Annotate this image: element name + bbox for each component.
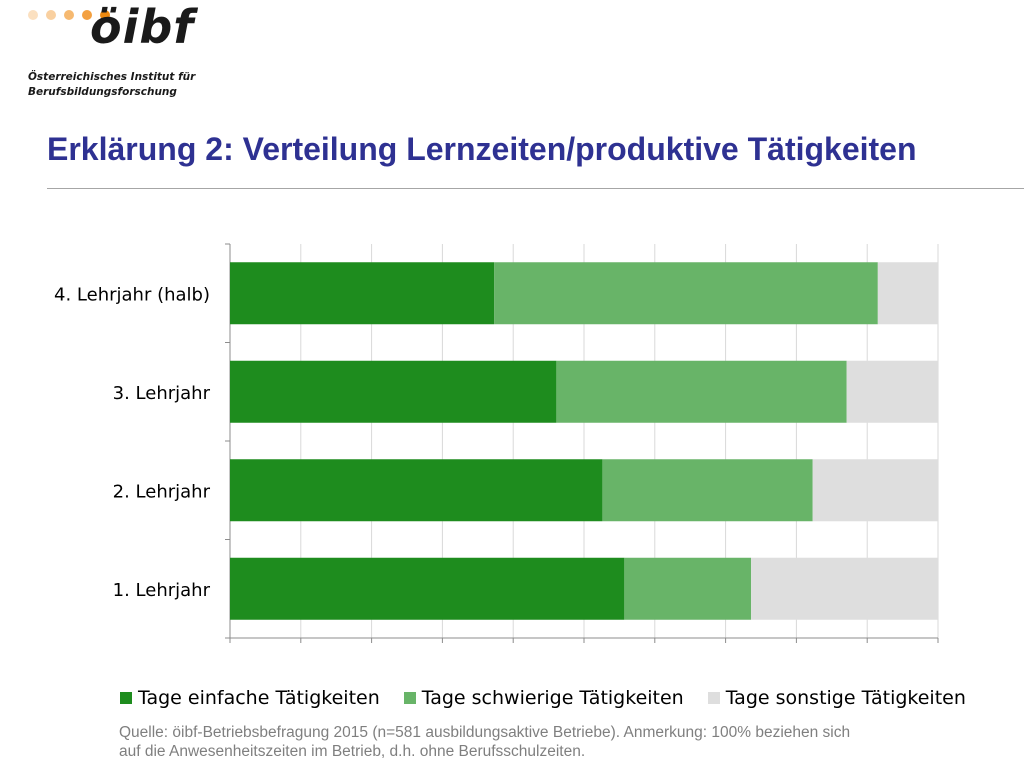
footnote-line1: Quelle: öibf-Betriebsbefragung 2015 (n=5… xyxy=(119,724,851,741)
bar-segment xyxy=(812,459,938,522)
bar-segment xyxy=(556,360,847,423)
stacked-bar-chart: 0%10%20%30%40%50%60%70%80%90%100%4. Lehr… xyxy=(54,243,939,643)
logo-subtitle: Österreichisches Institut für Berufsbild… xyxy=(28,70,248,100)
bar-segment xyxy=(624,557,752,620)
logo-dot xyxy=(64,10,74,20)
logo-subtitle-line1: Österreichisches Institut für xyxy=(28,71,196,83)
bar-segment xyxy=(230,360,557,423)
chart-legend: Tage einfache Tätigkeiten Tage schwierige… xyxy=(120,686,966,710)
page-title: Erklärung 2: Verteilung Lernzeiten/produ… xyxy=(47,131,917,167)
title-divider xyxy=(47,188,1024,189)
logo-dot xyxy=(28,10,38,20)
bar-segment xyxy=(230,557,625,620)
logo-subtitle-line2: Berufsbildungsforschung xyxy=(28,86,177,98)
logo-dot xyxy=(100,10,110,20)
legend-item: Tage sonstige Tätigkeiten xyxy=(707,687,966,709)
logo-dot xyxy=(46,10,56,20)
legend-item: Tage schwierige Tätigkeiten xyxy=(403,687,684,709)
category-label: 1. Lehrjahr xyxy=(113,580,211,601)
logo-wordmark: öibf xyxy=(90,0,195,54)
legend-item: Tage einfache Tätigkeiten xyxy=(120,687,380,709)
bar-segment xyxy=(602,459,813,522)
bar-segment xyxy=(751,557,938,620)
legend-label: Tage sonstige Tätigkeiten xyxy=(725,687,966,709)
legend-label: Tage einfache Tätigkeiten xyxy=(138,687,380,709)
logo: öibf Österreichisches Institut für Beruf… xyxy=(28,4,228,98)
legend-swatch xyxy=(707,692,720,704)
bar-segment xyxy=(877,262,938,325)
category-label: 3. Lehrjahr xyxy=(113,383,211,404)
footnote: Quelle: öibf-Betriebsbefragung 2015 (n=5… xyxy=(119,723,979,761)
bar-segment xyxy=(846,360,938,423)
category-label: 2. Lehrjahr xyxy=(113,481,211,502)
category-label: 4. Lehrjahr (halb) xyxy=(54,284,210,305)
legend-swatch xyxy=(120,692,132,704)
legend-label: Tage schwierige Tätigkeiten xyxy=(421,687,684,709)
footnote-line2: auf die Anwesenheitszeiten im Betrieb, d… xyxy=(119,743,586,760)
bar-segment xyxy=(494,262,878,325)
bar-segment xyxy=(230,459,603,522)
bar-segment xyxy=(230,262,495,325)
legend-swatch xyxy=(403,692,416,704)
logo-dot xyxy=(82,10,92,20)
